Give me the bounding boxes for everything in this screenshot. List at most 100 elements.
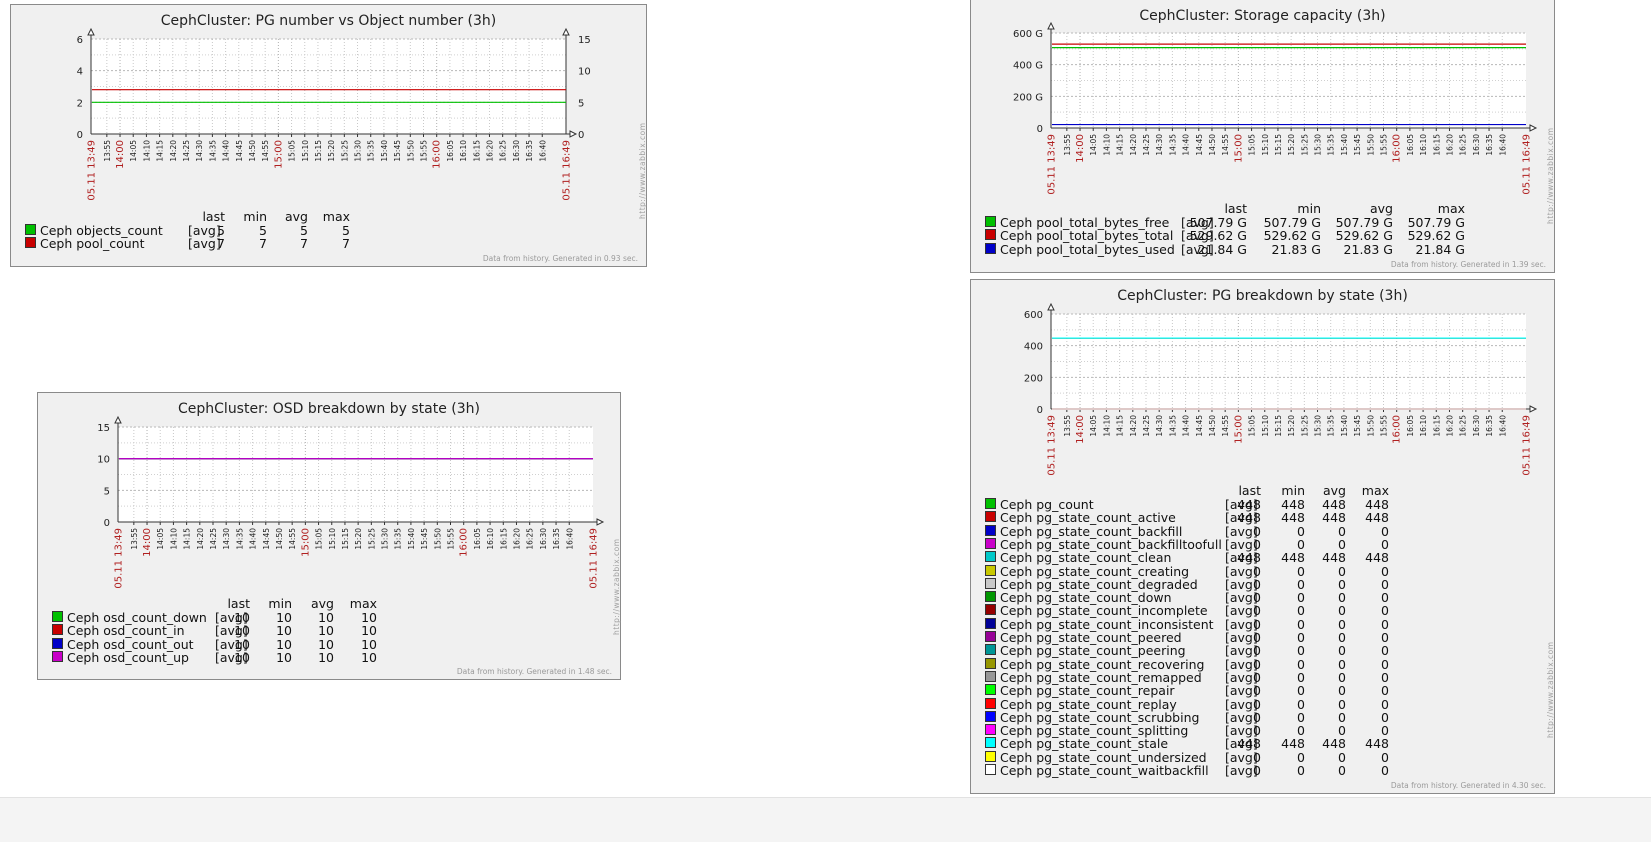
legend-swatch [985,644,996,656]
x-tick-label: 14:20 [1129,415,1138,437]
x-tick-label: 15:50 [1366,134,1375,156]
x-tick-label: 15:40 [380,140,389,162]
legend-header-max: max [1361,483,1389,498]
legend-series-name: Ceph pg_state_count_stale [1000,736,1169,752]
legend-swatch [985,697,996,709]
legend-function: [avg] [188,236,221,252]
x-tick-label: 15:55 [1380,415,1389,437]
legend-value-avg: 0 [1338,563,1346,579]
zabbix-watermark: http://www.zabbix.com [1546,641,1555,738]
graph-title: CephCluster: OSD breakdown by state (3h) [178,401,480,417]
legend-value-min: 0 [1297,643,1305,659]
time-end-label: 05.11 16:49 [562,140,573,201]
legend-value-max: 448 [1365,550,1389,566]
legend-value-last: 0 [1253,590,1261,606]
y-tick-label: 0 [1037,124,1043,135]
graph-footer: Data from history. Generated in 1.39 sec… [1390,260,1546,269]
y-tick-label: 200 G [1013,92,1043,103]
legend-series-name: Ceph pool_count [40,236,145,252]
plot-area: 13:55 14:00 14:05 14:10 14:15 14:20 14:25 14:30… [77,27,591,201]
graph-title: CephCluster: PG breakdown by state (3h) [1117,288,1408,304]
legend-function: [avg] [215,623,248,639]
x-tick-label: 14:00 [115,140,126,169]
x-tick-label: 15:40 [1340,134,1349,156]
x-tick-label: 15:45 [420,528,429,550]
legend-value-min: 448 [1281,510,1305,526]
x-tick-label: 14:25 [209,528,218,550]
x-tick-label: 15:05 [1248,415,1257,437]
legend-series-name: Ceph pg_state_count_repair [1000,683,1175,699]
x-tick-label: 15:05 [1248,134,1257,156]
x-tick-label: 15:55 [420,140,429,162]
legend-value-max: 5 [342,223,350,238]
y2-tick-label: 15 [578,35,591,46]
legend-value-avg: 0 [1338,656,1346,672]
x-tick-label: 16:35 [552,528,561,550]
y-tick-label: 600 G [1013,29,1043,40]
x-tick-label: 13:55 [130,528,139,550]
x-tick-label: 14:50 [1208,415,1217,437]
legend-value-max: 10 [361,636,377,652]
x-tick-label: 15:30 [381,528,390,550]
legend-function: [avg] [1225,749,1258,765]
legend-value-avg: 0 [1338,749,1346,765]
legend-value-max: 0 [1381,523,1389,539]
x-tick-label: 14:05 [156,528,165,550]
legend-series-name: Ceph pg_state_count_peering [1000,643,1186,659]
legend-value-avg: 0 [1338,576,1346,592]
legend-header-min: min [243,209,267,224]
x-tick-label: 15:20 [1287,415,1296,437]
y-tick-label: 5 [104,486,110,497]
legend-value-max: 0 [1381,696,1389,712]
legend-value-avg: 10 [318,623,334,639]
x-tick-label: 16:30 [512,140,521,162]
legend-header-min: min [1281,483,1305,498]
legend-series-name: Ceph pool_total_bytes_total [1000,228,1174,244]
x-tick-label: 15:05 [315,528,324,550]
legend-swatch [985,657,996,669]
x-tick-label: 16:20 [1445,415,1454,437]
legend-value-avg: 448 [1322,510,1346,526]
legend-series-name: Ceph pg_state_count_backfilltoofull [1000,536,1222,552]
legend-value-avg: 21.83 G [1343,241,1393,257]
legend-value-min: 10 [276,636,292,652]
x-tick-label: 14:25 [1142,134,1151,156]
x-tick-label: 14:40 [222,140,231,162]
legend-value-avg: 0 [1338,536,1346,552]
x-tick-label: 15:20 [354,528,363,550]
legend-swatch [985,551,996,563]
legend-series-name: Ceph pool_total_bytes_free [1000,215,1170,230]
legend-value-avg: 0 [1338,683,1346,699]
y-tick-label: 400 [1024,342,1043,353]
x-tick-label: 15:15 [1274,415,1283,437]
legend-value-avg: 0 [1338,630,1346,645]
legend-header-avg: avg [285,209,308,224]
legend-series-name: Ceph osd_count_out [67,636,194,652]
legend-header-max: max [1437,201,1465,216]
legend-swatch [985,764,996,775]
y-axis-arrow [114,415,122,424]
legend-value-max: 529.62 G [1407,228,1465,244]
legend-value-min: 0 [1297,563,1305,579]
x-tick-label: 16:35 [1485,415,1494,437]
time-end-label: 05.11 16:49 [1522,134,1533,195]
x-tick-label: 16:20 [485,140,494,162]
legend-value-avg: 448 [1322,497,1346,512]
legend-value-max: 0 [1381,709,1389,725]
legend-series-name: Ceph pg_state_count_clean [1000,550,1172,566]
legend-value-avg: 0 [1338,696,1346,712]
x-tick-label: 15:50 [433,528,442,550]
legend-series-name: Ceph objects_count [40,223,163,238]
page-bottom-bar [0,797,1651,842]
x-tick-label: 15:30 [1314,134,1323,156]
time-start-label: 05.11 13:49 [114,528,125,589]
x-tick-label: 14:00 [1075,415,1086,444]
legend-value-max: 7 [342,236,350,252]
legend-swatch [985,537,996,549]
legend-series-name: Ceph pg_state_count_backfill [1000,523,1183,539]
legend-function: [avg] [1225,736,1258,752]
graph-title: CephCluster: PG number vs Object number … [160,13,497,29]
x-tick-label: 16:30 [1472,415,1481,437]
legend-value-avg: 0 [1338,523,1346,539]
plot-area: 13:55 14:00 14:05 14:10 14:15 14:20 14:25 14:30… [1013,21,1538,195]
